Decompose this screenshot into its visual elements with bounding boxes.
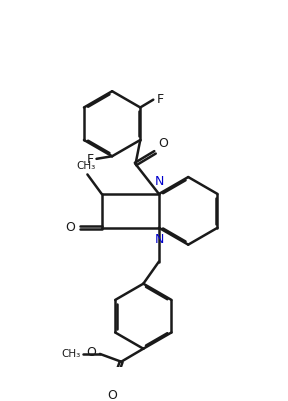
Text: CH₃: CH₃	[61, 349, 80, 359]
Text: O: O	[107, 389, 117, 401]
Text: O: O	[158, 137, 168, 150]
Text: F: F	[86, 153, 93, 166]
Text: CH₃: CH₃	[77, 161, 96, 171]
Text: F: F	[156, 93, 164, 105]
Text: N: N	[155, 233, 164, 247]
Text: N: N	[155, 175, 164, 188]
Text: O: O	[65, 221, 75, 234]
Text: O: O	[86, 346, 96, 359]
